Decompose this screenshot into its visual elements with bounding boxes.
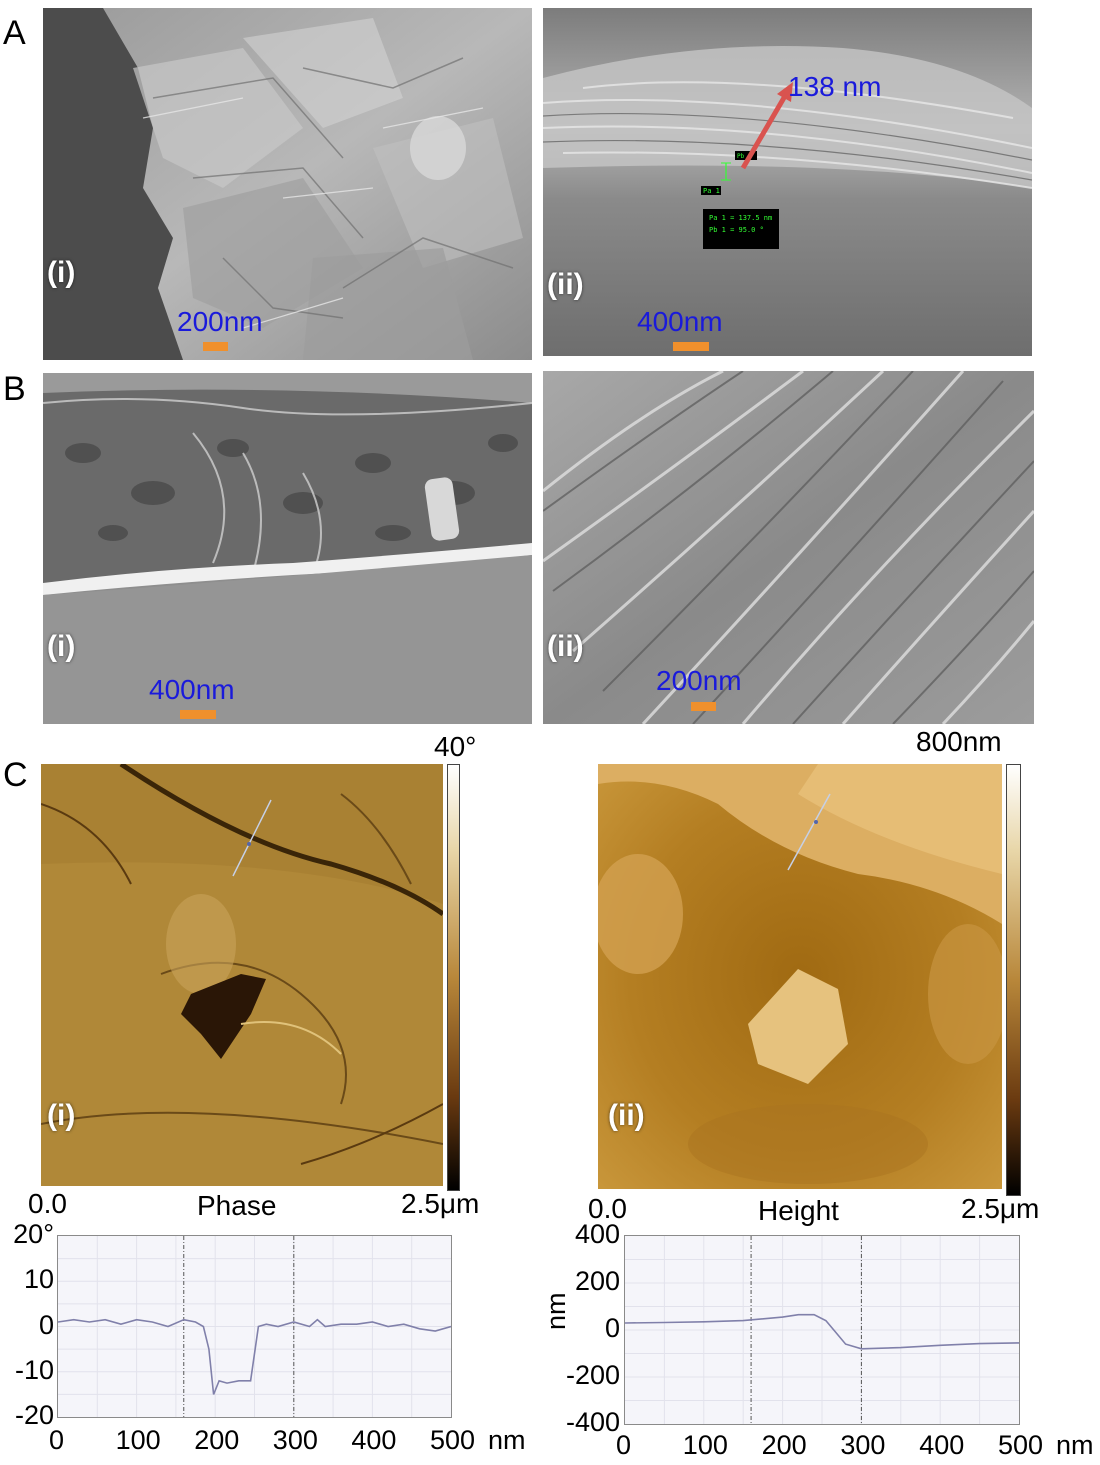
- x-tick-label: 500: [430, 1425, 476, 1455]
- scale-bar-b-i: [180, 710, 216, 719]
- colorbar-height-max: 800nm: [916, 726, 1002, 757]
- profile-series-line: [624, 1313, 1020, 1350]
- scale-bar-b-ii: [691, 702, 716, 711]
- scale-bar-a-i: [203, 342, 228, 351]
- y-tick-label: -200: [565, 1360, 620, 1390]
- x-tick-label: 200: [194, 1425, 240, 1455]
- y-tick-label: -10: [14, 1354, 54, 1385]
- thickness-label: 138 nm: [788, 71, 882, 102]
- measurement-line-2: Pb 1 = 95.0 °: [709, 225, 764, 234]
- x-tick-label: 500: [998, 1430, 1044, 1460]
- y-tick-label: -400: [565, 1407, 620, 1437]
- marker-label-pb: Pb 1: [737, 153, 752, 160]
- colorbar-phase-max: 40°: [434, 731, 477, 762]
- height-axis-start: 0.0: [588, 1193, 627, 1224]
- sem-image-a-i: [43, 8, 532, 360]
- marker-label-pa: Pa 1: [703, 187, 720, 195]
- phase-profile-svg: [57, 1236, 452, 1417]
- y-tick-label: 200: [574, 1266, 620, 1296]
- phase-caption: Phase: [197, 1190, 277, 1221]
- panel-letter-b: B: [3, 370, 26, 408]
- colorbar-height: [1006, 764, 1021, 1196]
- phase-axis-end: 2.5μm: [401, 1188, 480, 1219]
- sublabel-a-i: (i): [47, 256, 76, 289]
- y-axis-label: nm: [541, 1292, 571, 1330]
- x-axis-label: nm: [488, 1425, 526, 1455]
- phase-axis-start: 0.0: [28, 1188, 67, 1219]
- y-tick-label: 20°: [13, 1219, 54, 1249]
- colorbar-phase: [447, 764, 460, 1191]
- x-tick-label: 100: [682, 1430, 728, 1460]
- height-profile-plot: [624, 1235, 1020, 1425]
- scale-label-b-i: 400nm: [149, 674, 235, 705]
- panel-letter-c: C: [3, 756, 28, 794]
- x-tick-label: 300: [272, 1425, 318, 1455]
- sem-image-b-ii: [543, 371, 1034, 724]
- measurement-line-1: Pa 1 = 137.5 nm: [709, 214, 773, 222]
- y-tick-label: 0: [38, 1309, 54, 1340]
- afm-phase-image: [41, 764, 443, 1186]
- x-tick-label: 100: [115, 1425, 161, 1455]
- x-tick-label: 400: [351, 1425, 397, 1455]
- height-caption: Height: [758, 1195, 839, 1226]
- scale-label-b-ii: 200nm: [656, 665, 742, 696]
- height-profile-svg: [624, 1236, 1020, 1424]
- height-axis-end: 2.5μm: [961, 1193, 1040, 1224]
- sem-image-a-ii: Pa 1 Pb 1: [543, 8, 1032, 356]
- y-tick-label: 0: [604, 1313, 620, 1343]
- y-tick-label: 10: [23, 1264, 54, 1295]
- sublabel-b-ii: (ii): [547, 630, 584, 663]
- sem-image-b-i: [43, 373, 532, 724]
- y-tick-label: 400: [574, 1219, 620, 1249]
- profile-series-line: [57, 1318, 452, 1395]
- phase-profile-plot: [57, 1235, 452, 1418]
- x-tick-label: 400: [919, 1430, 965, 1460]
- measurement-box: Pa 1 = 137.5 nm Pb 1 = 95.0 °: [703, 209, 779, 249]
- sublabel-c-ii: (ii): [608, 1099, 645, 1132]
- afm-height-image: [598, 764, 1002, 1189]
- x-axis-label: nm: [1056, 1430, 1094, 1460]
- panel-letter-a: A: [3, 14, 26, 52]
- y-tick-label: -20: [14, 1400, 54, 1430]
- x-tick-label: 300: [840, 1430, 886, 1460]
- sublabel-a-ii: (ii): [547, 268, 584, 301]
- x-tick-label: 200: [761, 1430, 807, 1460]
- x-tick-label: 0: [49, 1425, 65, 1455]
- scale-label-a-ii: 400nm: [637, 306, 723, 337]
- sublabel-c-i: (i): [47, 1099, 76, 1132]
- sublabel-b-i: (i): [47, 630, 76, 663]
- x-tick-label: 0: [616, 1430, 632, 1460]
- scale-label-a-i: 200nm: [177, 306, 263, 337]
- scale-bar-a-ii: [673, 342, 709, 351]
